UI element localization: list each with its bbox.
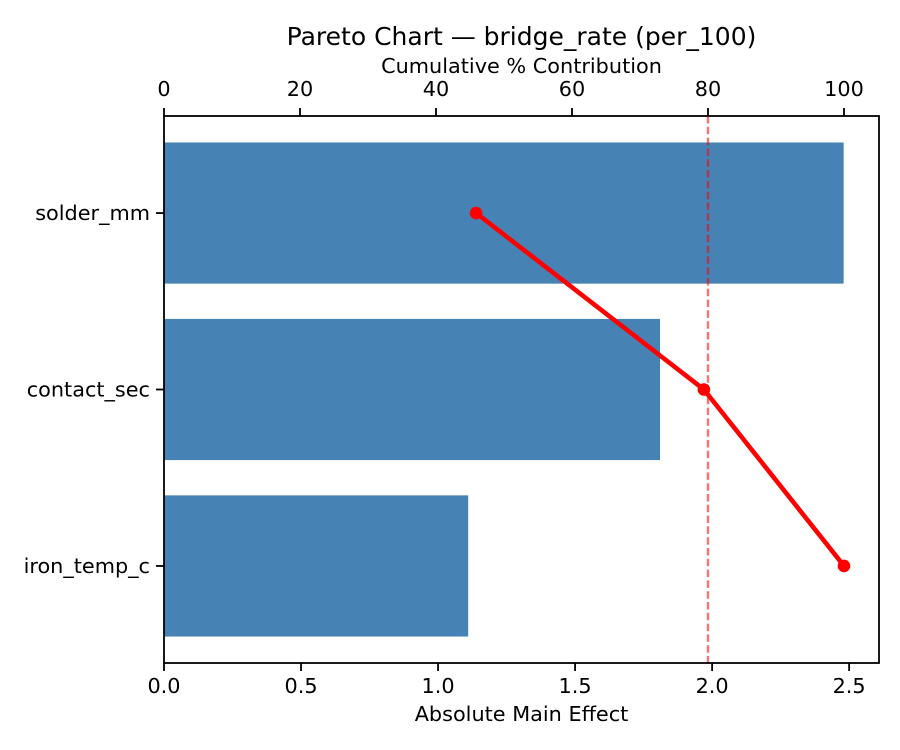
top-axis-tick-label: 60: [559, 77, 585, 101]
top-axis-tick-label: 80: [695, 77, 721, 101]
bottom-axis-tick-label: 2.0: [696, 674, 729, 698]
chart-title: Pareto Chart — bridge_rate (per_100): [286, 22, 757, 51]
bar-solder_mm: [164, 142, 844, 284]
top-axis-tick-label: 20: [287, 77, 313, 101]
bottom-axis-tick-label: 2.5: [833, 674, 866, 698]
bar-iron_temp_c: [164, 495, 469, 637]
top-axis-tick-label: 40: [423, 77, 449, 101]
category-label-iron_temp_c: iron_temp_c: [24, 554, 150, 578]
bar-contact_sec: [164, 318, 661, 461]
bottom-axis-tick-label: 1.0: [422, 674, 455, 698]
bottom-axis-tick-label: 1.5: [559, 674, 592, 698]
bottom-axis-tick-label: 0.0: [147, 674, 180, 698]
top-axis-tick-label: 0: [157, 77, 170, 101]
cumulative-point-contact_sec: [697, 383, 711, 396]
top-axis-tick-label: 100: [824, 77, 864, 101]
category-label-contact_sec: contact_sec: [27, 378, 150, 402]
bottom-axis-tick-label: 0.5: [284, 674, 317, 698]
bottom-axis-label: Absolute Main Effect: [414, 702, 629, 726]
cumulative-point-iron_temp_c: [837, 559, 851, 573]
category-label-solder_mm: solder_mm: [35, 201, 150, 225]
top-axis-label: Cumulative % Contribution: [381, 54, 662, 78]
cumulative-point-solder_mm: [469, 206, 483, 220]
